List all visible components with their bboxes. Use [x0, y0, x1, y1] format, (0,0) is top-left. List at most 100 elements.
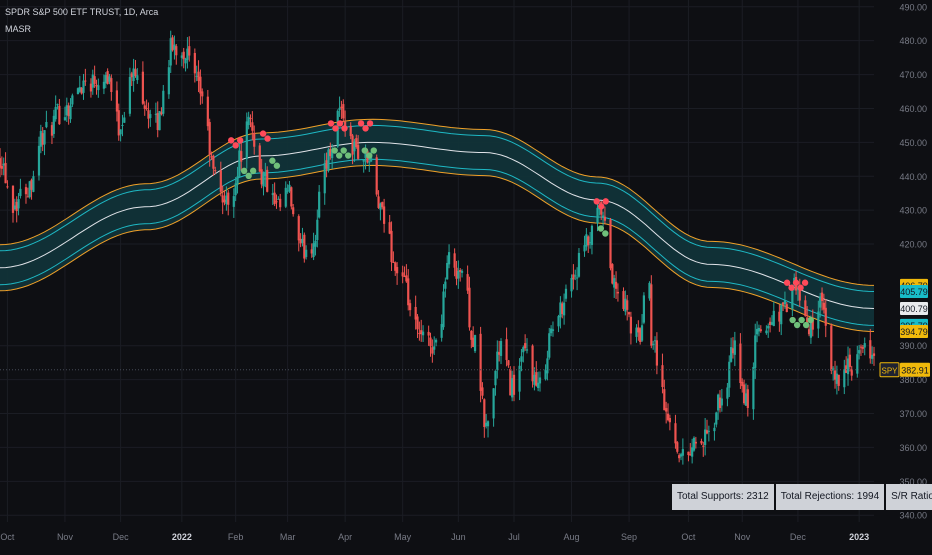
- candle-body: [431, 347, 434, 354]
- candle-body: [123, 117, 126, 123]
- candle-body: [717, 394, 720, 411]
- candle-body: [845, 365, 848, 373]
- indicator-label[interactable]: MASR: [5, 24, 32, 34]
- candle-body: [95, 84, 98, 87]
- candle-body: [601, 215, 605, 218]
- candle-body: [214, 170, 217, 172]
- candle-body: [666, 413, 670, 421]
- candle-body: [746, 389, 749, 408]
- candle-body: [596, 207, 599, 224]
- support-marker: [807, 316, 814, 324]
- candle-body: [353, 141, 356, 152]
- candle-body: [134, 69, 137, 76]
- rejection-marker: [264, 135, 271, 142]
- candle-body: [572, 274, 575, 280]
- candle-body: [416, 316, 419, 330]
- candle-body: [63, 117, 67, 121]
- candle-body: [297, 216, 300, 241]
- candle-body: [175, 46, 178, 56]
- candle-body: [401, 272, 404, 277]
- candle-body: [765, 330, 768, 334]
- candle-body: [459, 270, 462, 272]
- candle-body: [518, 365, 521, 392]
- x-tick-label: Apr: [338, 532, 352, 542]
- candle-body: [145, 108, 148, 110]
- x-tick-label: Oct: [0, 532, 15, 542]
- candle-body: [557, 316, 560, 327]
- candle-body: [173, 44, 176, 50]
- candle-body: [832, 368, 835, 370]
- support-marker: [597, 225, 605, 232]
- candle-body: [563, 302, 566, 316]
- candle-body: [260, 169, 263, 185]
- candle-body: [577, 252, 581, 277]
- support-marker: [240, 167, 248, 175]
- candle-body: [590, 225, 594, 245]
- candle-body: [232, 196, 235, 207]
- candle-body: [442, 291, 445, 328]
- candle-body: [757, 327, 761, 332]
- candle-body: [468, 287, 471, 328]
- candle-body: [78, 87, 81, 92]
- candle-body: [446, 262, 449, 280]
- candle-body: [212, 155, 215, 169]
- candle-body: [84, 80, 87, 82]
- candle-body: [479, 333, 482, 391]
- candle-body: [739, 343, 742, 384]
- rejection-marker: [332, 125, 339, 132]
- candle-body: [97, 85, 100, 91]
- candle-body: [110, 78, 113, 92]
- rejection-marker: [227, 137, 235, 144]
- candle-body: [6, 186, 9, 188]
- candle-body: [420, 330, 423, 335]
- candle-body: [481, 387, 484, 396]
- support-marker: [344, 152, 352, 159]
- candle-body: [375, 157, 378, 195]
- candle-body: [524, 343, 527, 349]
- candle-body: [616, 291, 620, 294]
- candle-body: [284, 187, 287, 207]
- candle-body: [292, 207, 295, 215]
- band-value-badge: [900, 325, 928, 339]
- candle-body: [535, 372, 538, 386]
- candles[interactable]: [0, 30, 876, 465]
- candle-body: [791, 284, 794, 309]
- x-tick-label: Dec: [113, 532, 130, 542]
- candle-body: [314, 240, 317, 247]
- candle-body: [460, 270, 464, 273]
- candle-body: [132, 68, 135, 82]
- candle-body: [713, 427, 716, 432]
- candle-body: [162, 90, 165, 114]
- candle-body: [266, 169, 269, 192]
- candle-body: [804, 300, 807, 317]
- x-tick-label: Nov: [57, 532, 74, 542]
- y-tick-label: 340.00: [899, 511, 927, 521]
- candle-body: [767, 325, 770, 329]
- rejection-marker: [792, 279, 800, 286]
- candle-body: [364, 152, 367, 158]
- support-marker: [798, 316, 805, 324]
- candle-body: [848, 354, 851, 367]
- candle-body: [843, 369, 846, 388]
- candle-body: [340, 106, 343, 109]
- candle-body: [19, 188, 22, 197]
- symbol-badge-label: SPY: [881, 366, 898, 375]
- candle-body: [741, 381, 744, 387]
- candle-body: [856, 354, 859, 374]
- candle-body: [80, 87, 83, 94]
- candle-body: [603, 216, 607, 221]
- current-price-badge: [900, 362, 930, 377]
- support-marker: [370, 147, 377, 154]
- candle-body: [869, 340, 872, 359]
- y-tick-label: 370.00: [899, 409, 927, 419]
- support-marker: [793, 321, 801, 329]
- candle-body: [522, 347, 525, 353]
- candle-body: [275, 201, 278, 203]
- candle-body: [707, 430, 710, 432]
- candle-body: [377, 196, 380, 208]
- candle-body: [778, 311, 781, 322]
- candle-body: [54, 106, 57, 120]
- candle-body: [234, 183, 237, 196]
